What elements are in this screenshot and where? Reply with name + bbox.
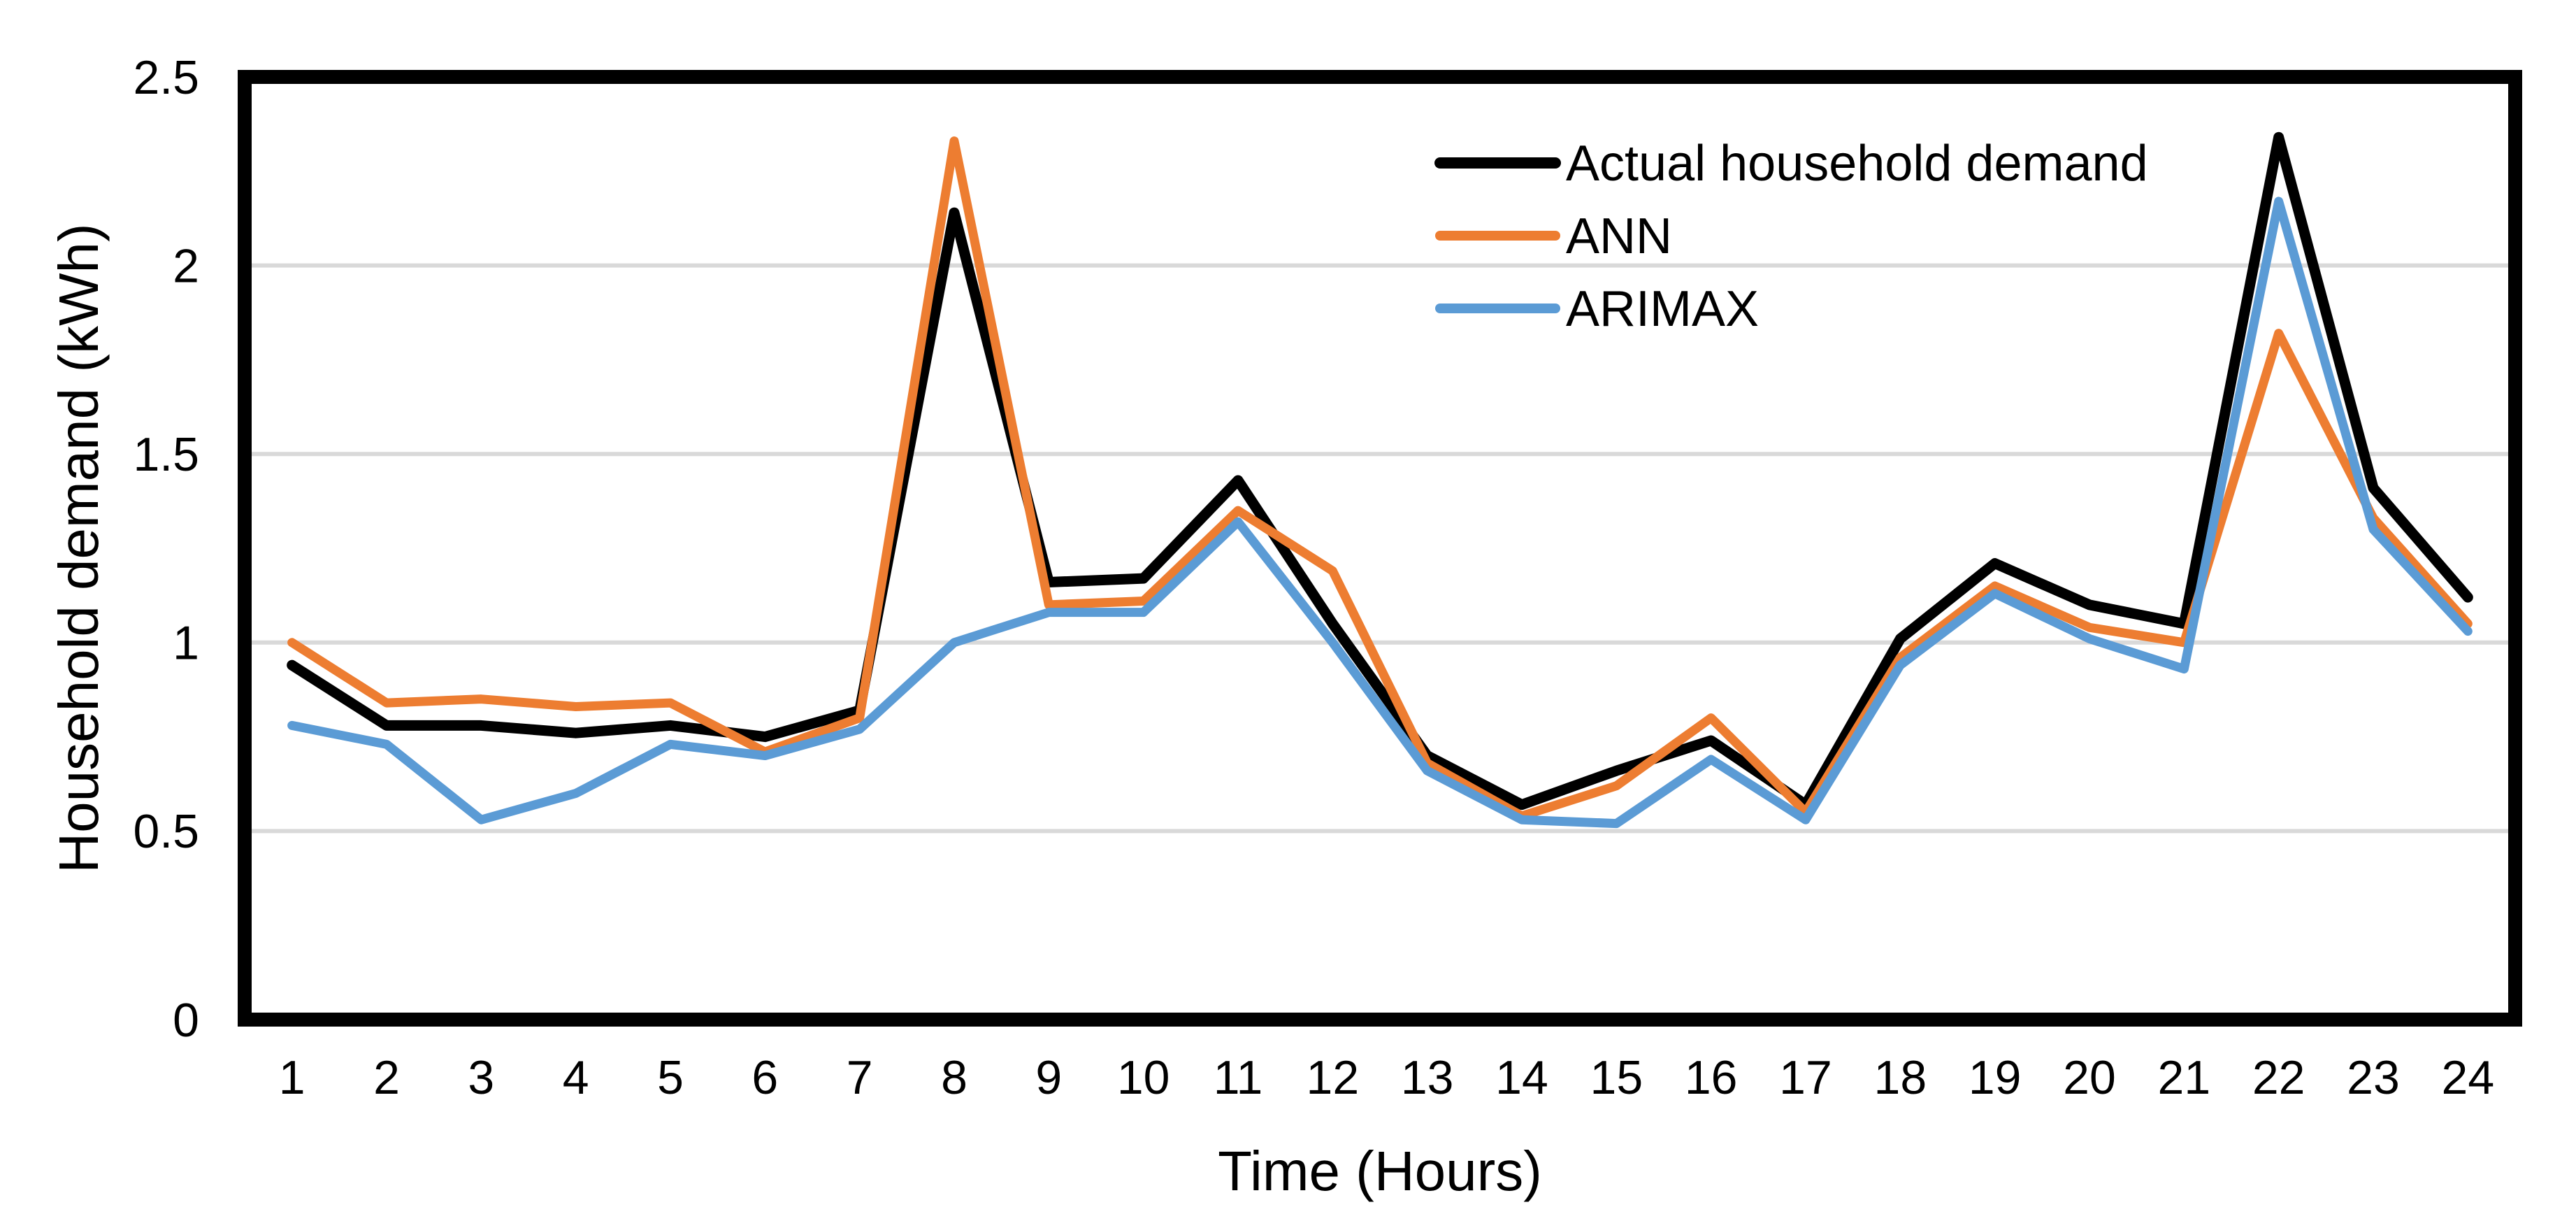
- x-tick-label: 14: [1495, 1051, 1548, 1104]
- y-tick-label: 0: [173, 994, 199, 1047]
- x-tick-label: 16: [1685, 1051, 1738, 1104]
- gridlines: [245, 263, 2515, 834]
- x-tick-label: 11: [1214, 1051, 1263, 1104]
- x-tick-label: 7: [847, 1051, 873, 1104]
- x-tick-label: 18: [1874, 1051, 1927, 1104]
- x-axis-tick-labels: 1 2 3 4 5 6 7 8 9 10 11 12 13 14 15 16 17 18 19 20 21 22 23 24: [279, 1051, 2494, 1104]
- y-tick-label: 1.5: [133, 428, 199, 481]
- series-line-actual-household-demand: [287, 131, 2473, 811]
- legend-label: Actual household demand: [1566, 136, 2148, 192]
- series-lines: [287, 131, 2473, 829]
- x-tick-label: 19: [1969, 1051, 2022, 1104]
- x-tick-label: 1: [279, 1051, 305, 1104]
- x-tick-label: 9: [1035, 1051, 1062, 1104]
- y-tick-label: 0.5: [133, 805, 199, 858]
- y-tick-label: 2: [173, 239, 199, 292]
- x-tick-label: 15: [1590, 1051, 1643, 1104]
- legend: Actual household demand ANN ARIMAX: [1434, 136, 2148, 337]
- y-tick-label: 1: [173, 617, 199, 670]
- x-tick-label: 24: [2442, 1051, 2495, 1104]
- x-tick-label: 2: [373, 1051, 400, 1104]
- plot-frame: [238, 70, 2522, 1027]
- x-axis-title: Time (Hours): [1218, 1140, 1542, 1202]
- legend-label: ARIMAX: [1566, 281, 1759, 337]
- series-line-arimax: [287, 197, 2473, 829]
- x-tick-label: 12: [1307, 1051, 1360, 1104]
- series-line-ann: [287, 136, 2473, 821]
- legend-item-ann: ANN: [1435, 208, 1672, 264]
- x-tick-label: 6: [751, 1051, 778, 1104]
- y-tick-label: 2.5: [133, 51, 199, 104]
- y-axis-title: Household demand (kWh): [48, 223, 110, 873]
- x-tick-label: 13: [1401, 1051, 1454, 1104]
- x-tick-label: 22: [2252, 1051, 2305, 1104]
- x-tick-label: 10: [1117, 1051, 1170, 1104]
- x-tick-label: 8: [941, 1051, 967, 1104]
- x-tick-label: 23: [2347, 1051, 2400, 1104]
- y-axis-tick-labels: 0 0.5 1 1.5 2 2.5: [133, 51, 199, 1047]
- x-tick-label: 20: [2063, 1051, 2116, 1104]
- x-tick-label: 17: [1779, 1051, 1832, 1104]
- x-tick-label: 3: [468, 1051, 494, 1104]
- x-tick-label: 21: [2158, 1051, 2211, 1104]
- legend-item-arimax: ARIMAX: [1435, 281, 1759, 337]
- x-tick-label: 5: [657, 1051, 684, 1104]
- x-tick-label: 4: [563, 1051, 589, 1104]
- legend-item-actual-household-demand: Actual household demand: [1434, 136, 2148, 192]
- legend-label: ANN: [1566, 208, 1672, 264]
